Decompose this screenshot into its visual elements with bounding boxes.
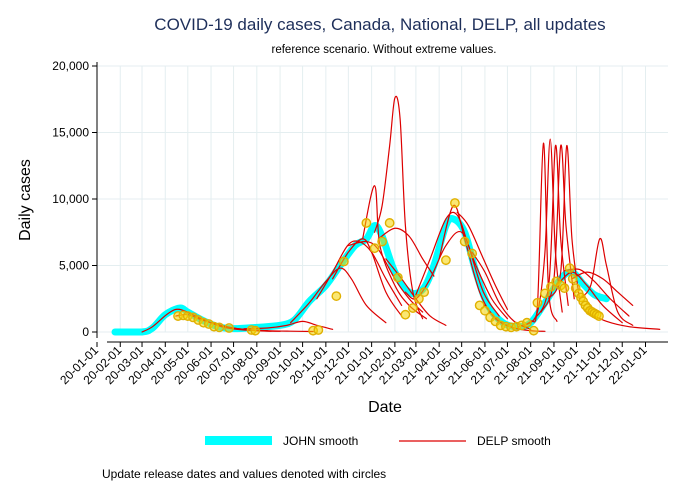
y-tick-label: 10,000 — [52, 192, 89, 206]
legend-swatch-john — [205, 436, 272, 445]
series-delp-update-15 — [415, 211, 500, 317]
series-delp-update-4 — [220, 326, 314, 333]
release-point — [459, 236, 470, 247]
series-delp-update-12 — [377, 227, 435, 277]
release-point — [331, 291, 342, 301]
release-point — [441, 255, 451, 266]
y-tick-label: 5,000 — [59, 259, 89, 273]
x-axis-label: Date — [368, 399, 402, 416]
series-delp-update-27 — [571, 271, 634, 306]
legend-label-john: JOHN smooth — [283, 434, 358, 448]
series-delp-update-7 — [316, 240, 403, 306]
release-point — [564, 263, 575, 274]
legend-label-delp: DELP smooth — [477, 434, 551, 448]
series-delp-update-11 — [374, 95, 424, 320]
release-point — [361, 218, 372, 228]
release-point — [532, 297, 543, 308]
release-point — [450, 198, 460, 208]
release-point — [467, 248, 478, 259]
release-point — [528, 325, 539, 336]
y-tick-label: 0 — [82, 325, 89, 339]
release-point — [384, 218, 395, 228]
axes: 05,00010,00015,00020,00020-01-0120-02-01… — [52, 59, 668, 387]
series-delp-update-25 — [556, 271, 623, 324]
chart-note: Update release dates and values denoted … — [102, 467, 386, 481]
chart-title: COVID-19 daily cases, Canada, National, … — [154, 15, 605, 34]
release-point — [522, 317, 532, 328]
release-point — [313, 325, 324, 335]
series-delp-update-9 — [347, 240, 424, 313]
release-point — [214, 322, 225, 333]
legend: JOHN smooth DELP smooth — [205, 434, 551, 448]
series-delp-update-28 — [578, 237, 634, 326]
release-point — [392, 272, 403, 283]
release-points — [173, 198, 604, 336]
series-delp-update-26 — [563, 268, 630, 317]
release-point — [407, 303, 418, 313]
release-point — [480, 305, 490, 316]
release-point — [224, 323, 234, 333]
release-point — [413, 293, 424, 304]
series-delp-update-17 — [456, 211, 509, 310]
release-point — [369, 243, 380, 254]
release-point — [559, 283, 570, 294]
release-point — [250, 325, 261, 336]
y-tick-label: 20,000 — [52, 59, 89, 73]
release-point — [377, 236, 388, 247]
release-point — [594, 311, 604, 321]
release-point — [540, 288, 550, 299]
y-axis-label: Daily cases — [17, 159, 34, 241]
y-tick-label: 15,000 — [52, 126, 89, 140]
release-point — [338, 256, 349, 267]
release-point — [567, 273, 578, 284]
series-delp-update-6 — [289, 267, 387, 324]
release-point — [400, 309, 411, 320]
release-point — [419, 287, 430, 297]
chart-subtitle: reference scenario. Without extreme valu… — [272, 44, 497, 56]
